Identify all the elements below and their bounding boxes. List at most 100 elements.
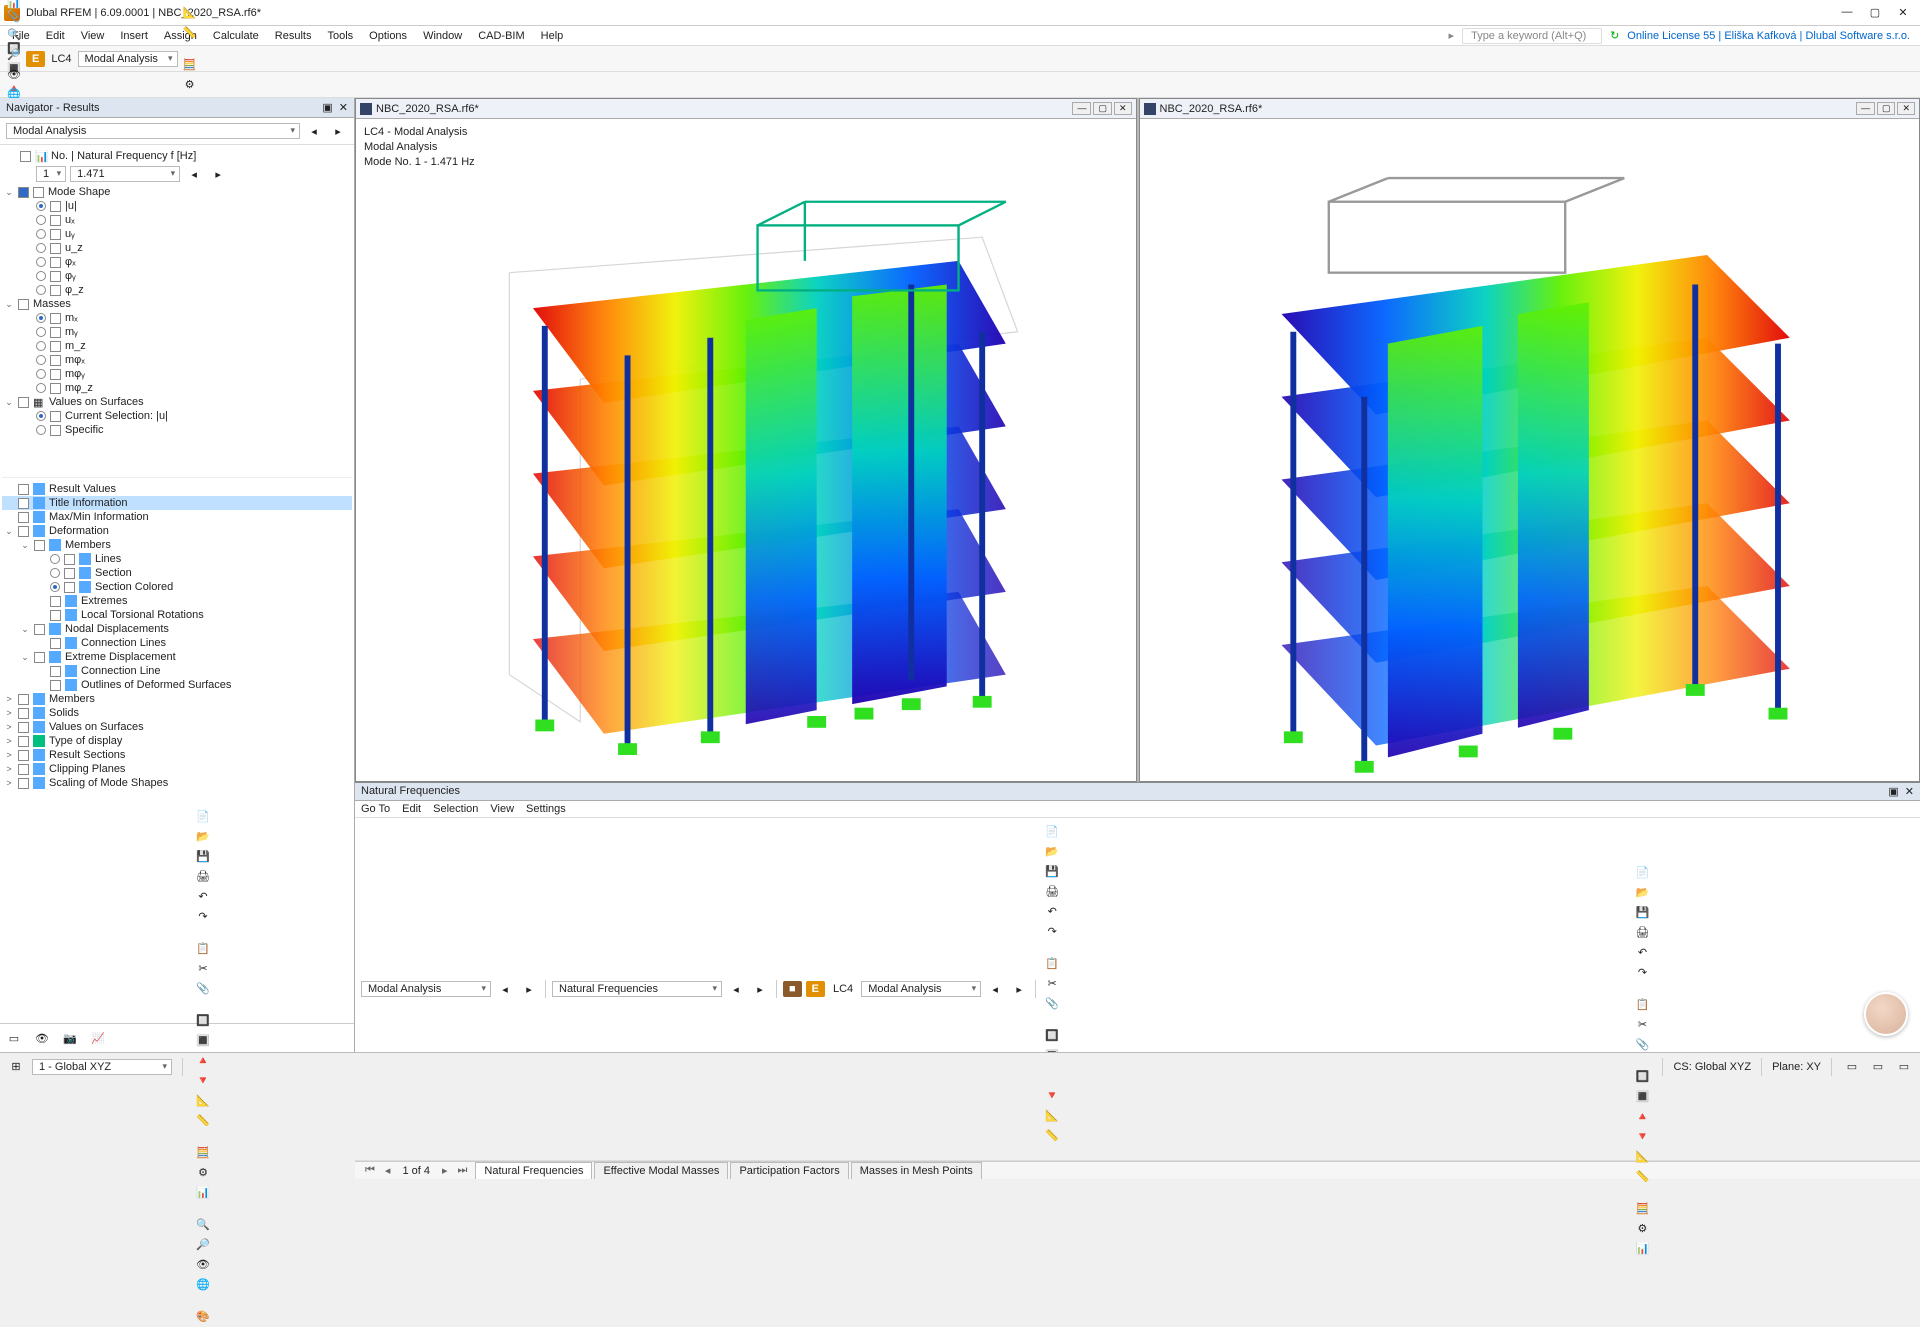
tree-row[interactable]: >Scaling of Mode Shapes [2, 776, 352, 790]
toolbar-icon[interactable]: 📎 [1042, 993, 1062, 1013]
toolbar-icon[interactable]: 🔻 [193, 1071, 213, 1091]
toolbar-icon[interactable]: 📄 [193, 807, 213, 827]
toolbar-icon[interactable]: ↶ [193, 887, 213, 907]
checkbox[interactable] [50, 313, 61, 324]
toolbar-icon[interactable]: 💾 [1042, 861, 1062, 881]
radio[interactable] [36, 257, 46, 267]
loadcase-tag[interactable]: E [26, 51, 45, 67]
tree-row[interactable]: mφ_z [2, 381, 352, 395]
menu-cad-bim[interactable]: CAD-BIM [470, 28, 532, 44]
vp-close[interactable]: ✕ [1114, 102, 1132, 115]
toolbar-icon[interactable]: 🔳 [1632, 1087, 1652, 1107]
navigator-close-icon[interactable]: ✕ [339, 101, 348, 114]
tree-row[interactable]: ⌄ Masses [2, 297, 352, 311]
tree-row[interactable]: 1 1.471 ◂ ▸ [2, 163, 352, 185]
freq-prev-icon[interactable]: ◂ [184, 164, 204, 184]
results-combo-1[interactable]: Modal Analysis [361, 981, 491, 997]
checkbox[interactable] [64, 582, 75, 593]
radio[interactable] [36, 327, 46, 337]
checkbox[interactable] [33, 187, 44, 198]
next-icon[interactable]: ▸ [750, 979, 770, 999]
toolbar-icon[interactable]: 🔳 [193, 1031, 213, 1051]
viewport-tab[interactable]: NBC_2020_RSA.rf6* —▢✕ [356, 99, 1136, 119]
tree-row[interactable]: m_z [2, 339, 352, 353]
toolbar-icon[interactable]: ✂ [193, 959, 213, 979]
radio[interactable] [36, 425, 46, 435]
tree-row[interactable]: >Solids [2, 706, 352, 720]
toolbar-icon[interactable]: 📋 [193, 939, 213, 959]
toolbar-icon[interactable]: 🔍 [4, 25, 24, 45]
tree-row[interactable]: >Values on Surfaces [2, 720, 352, 734]
viewport-tab[interactable]: NBC_2020_RSA.rf6* —▢✕ [1140, 99, 1920, 119]
radio[interactable] [36, 411, 46, 421]
tree-row[interactable]: φ_z [2, 283, 352, 297]
tree-row[interactable]: Title Information [2, 496, 352, 510]
toolbar-icon[interactable]: 📏 [180, 23, 200, 43]
tree-row[interactable]: ⌄ Mode Shape [2, 185, 352, 199]
expand-icon[interactable]: ⌄ [4, 397, 14, 408]
toolbar-icon[interactable]: 📏 [193, 1111, 213, 1131]
tree-row[interactable]: ⌄ ▦ Values on Surfaces [2, 395, 352, 409]
checkbox[interactable] [18, 299, 29, 310]
toolbar-icon[interactable]: 🧮 [180, 55, 200, 75]
checkbox[interactable] [50, 638, 61, 649]
toolbar-icon[interactable]: 🔎 [193, 1235, 213, 1255]
tree-row[interactable]: |u| [2, 199, 352, 213]
radio[interactable] [36, 201, 46, 211]
toolbar-icon[interactable]: 🔎 [4, 45, 24, 65]
status-icon[interactable]: ▭ [1842, 1057, 1862, 1077]
loadcase-combo[interactable]: Modal Analysis [78, 51, 178, 67]
expand-icon[interactable]: > [4, 764, 14, 774]
results-menu-item[interactable]: Edit [402, 803, 421, 815]
toolbar-icon[interactable]: 🔲 [193, 1011, 213, 1031]
toolbar-icon[interactable]: 📎 [193, 979, 213, 999]
tree-row[interactable]: ⌄Nodal Displacements [2, 622, 352, 636]
menu-edit[interactable]: Edit [38, 28, 73, 44]
toolbar-icon[interactable]: 🔺 [193, 1051, 213, 1071]
toolbar-icon[interactable]: 💾 [193, 847, 213, 867]
checkbox[interactable] [50, 411, 61, 422]
toolbar-icon[interactable]: 📎 [1632, 1035, 1652, 1055]
toolbar-icon[interactable]: ↶ [1632, 943, 1652, 963]
tree-row[interactable]: ⌄Extreme Displacement [2, 650, 352, 664]
checkbox[interactable] [50, 341, 61, 352]
tree-row[interactable]: >Clipping Planes [2, 762, 352, 776]
tree-row[interactable]: ⌄Members [2, 538, 352, 552]
menu-calculate[interactable]: Calculate [205, 28, 267, 44]
tree-row[interactable]: u_z [2, 241, 352, 255]
toolbar-icon[interactable]: 🌐 [193, 1275, 213, 1295]
radio[interactable] [36, 229, 46, 239]
toolbar-icon[interactable]: ✂ [1042, 973, 1062, 993]
radio[interactable] [36, 313, 46, 323]
checkbox[interactable] [64, 554, 75, 565]
checkbox[interactable] [18, 736, 29, 747]
toolbar-icon[interactable]: 📐 [180, 3, 200, 23]
status-icon[interactable]: ▭ [1868, 1057, 1888, 1077]
menu-view[interactable]: View [73, 28, 113, 44]
toolbar-icon[interactable]: 🔲 [1042, 1025, 1062, 1045]
toolbar-icon[interactable]: 📋 [1042, 953, 1062, 973]
menu-options[interactable]: Options [361, 28, 415, 44]
checkbox[interactable] [50, 383, 61, 394]
menu-insert[interactable]: Insert [112, 28, 156, 44]
radio[interactable] [50, 582, 60, 592]
checkbox[interactable] [34, 540, 45, 551]
checkbox[interactable] [50, 257, 61, 268]
viewport-canvas[interactable]: LC4 - Modal Analysis Modal Analysis Mode… [356, 119, 1136, 781]
first-page-icon[interactable]: ⏮ [361, 1164, 379, 1177]
next-page-icon[interactable]: ▸ [438, 1164, 452, 1177]
expand-icon[interactable]: > [4, 708, 14, 718]
checkbox[interactable] [18, 708, 29, 719]
tree-row[interactable]: Outlines of Deformed Surfaces [2, 678, 352, 692]
checkbox[interactable] [50, 285, 61, 296]
sync-icon[interactable]: ↻ [1610, 29, 1619, 42]
radio[interactable] [50, 554, 60, 564]
prev-icon[interactable]: ◂ [985, 979, 1005, 999]
toolbar-icon[interactable]: 🧮 [1632, 1199, 1652, 1219]
checkbox[interactable] [18, 764, 29, 775]
checkbox[interactable] [50, 610, 61, 621]
toolbar-icon[interactable]: 👁 [193, 1255, 213, 1275]
keyword-search[interactable]: Type a keyword (Alt+Q) [1462, 28, 1602, 44]
toolbar-icon[interactable]: 📏 [1042, 1125, 1062, 1145]
tree-row[interactable]: Result Values [2, 482, 352, 496]
